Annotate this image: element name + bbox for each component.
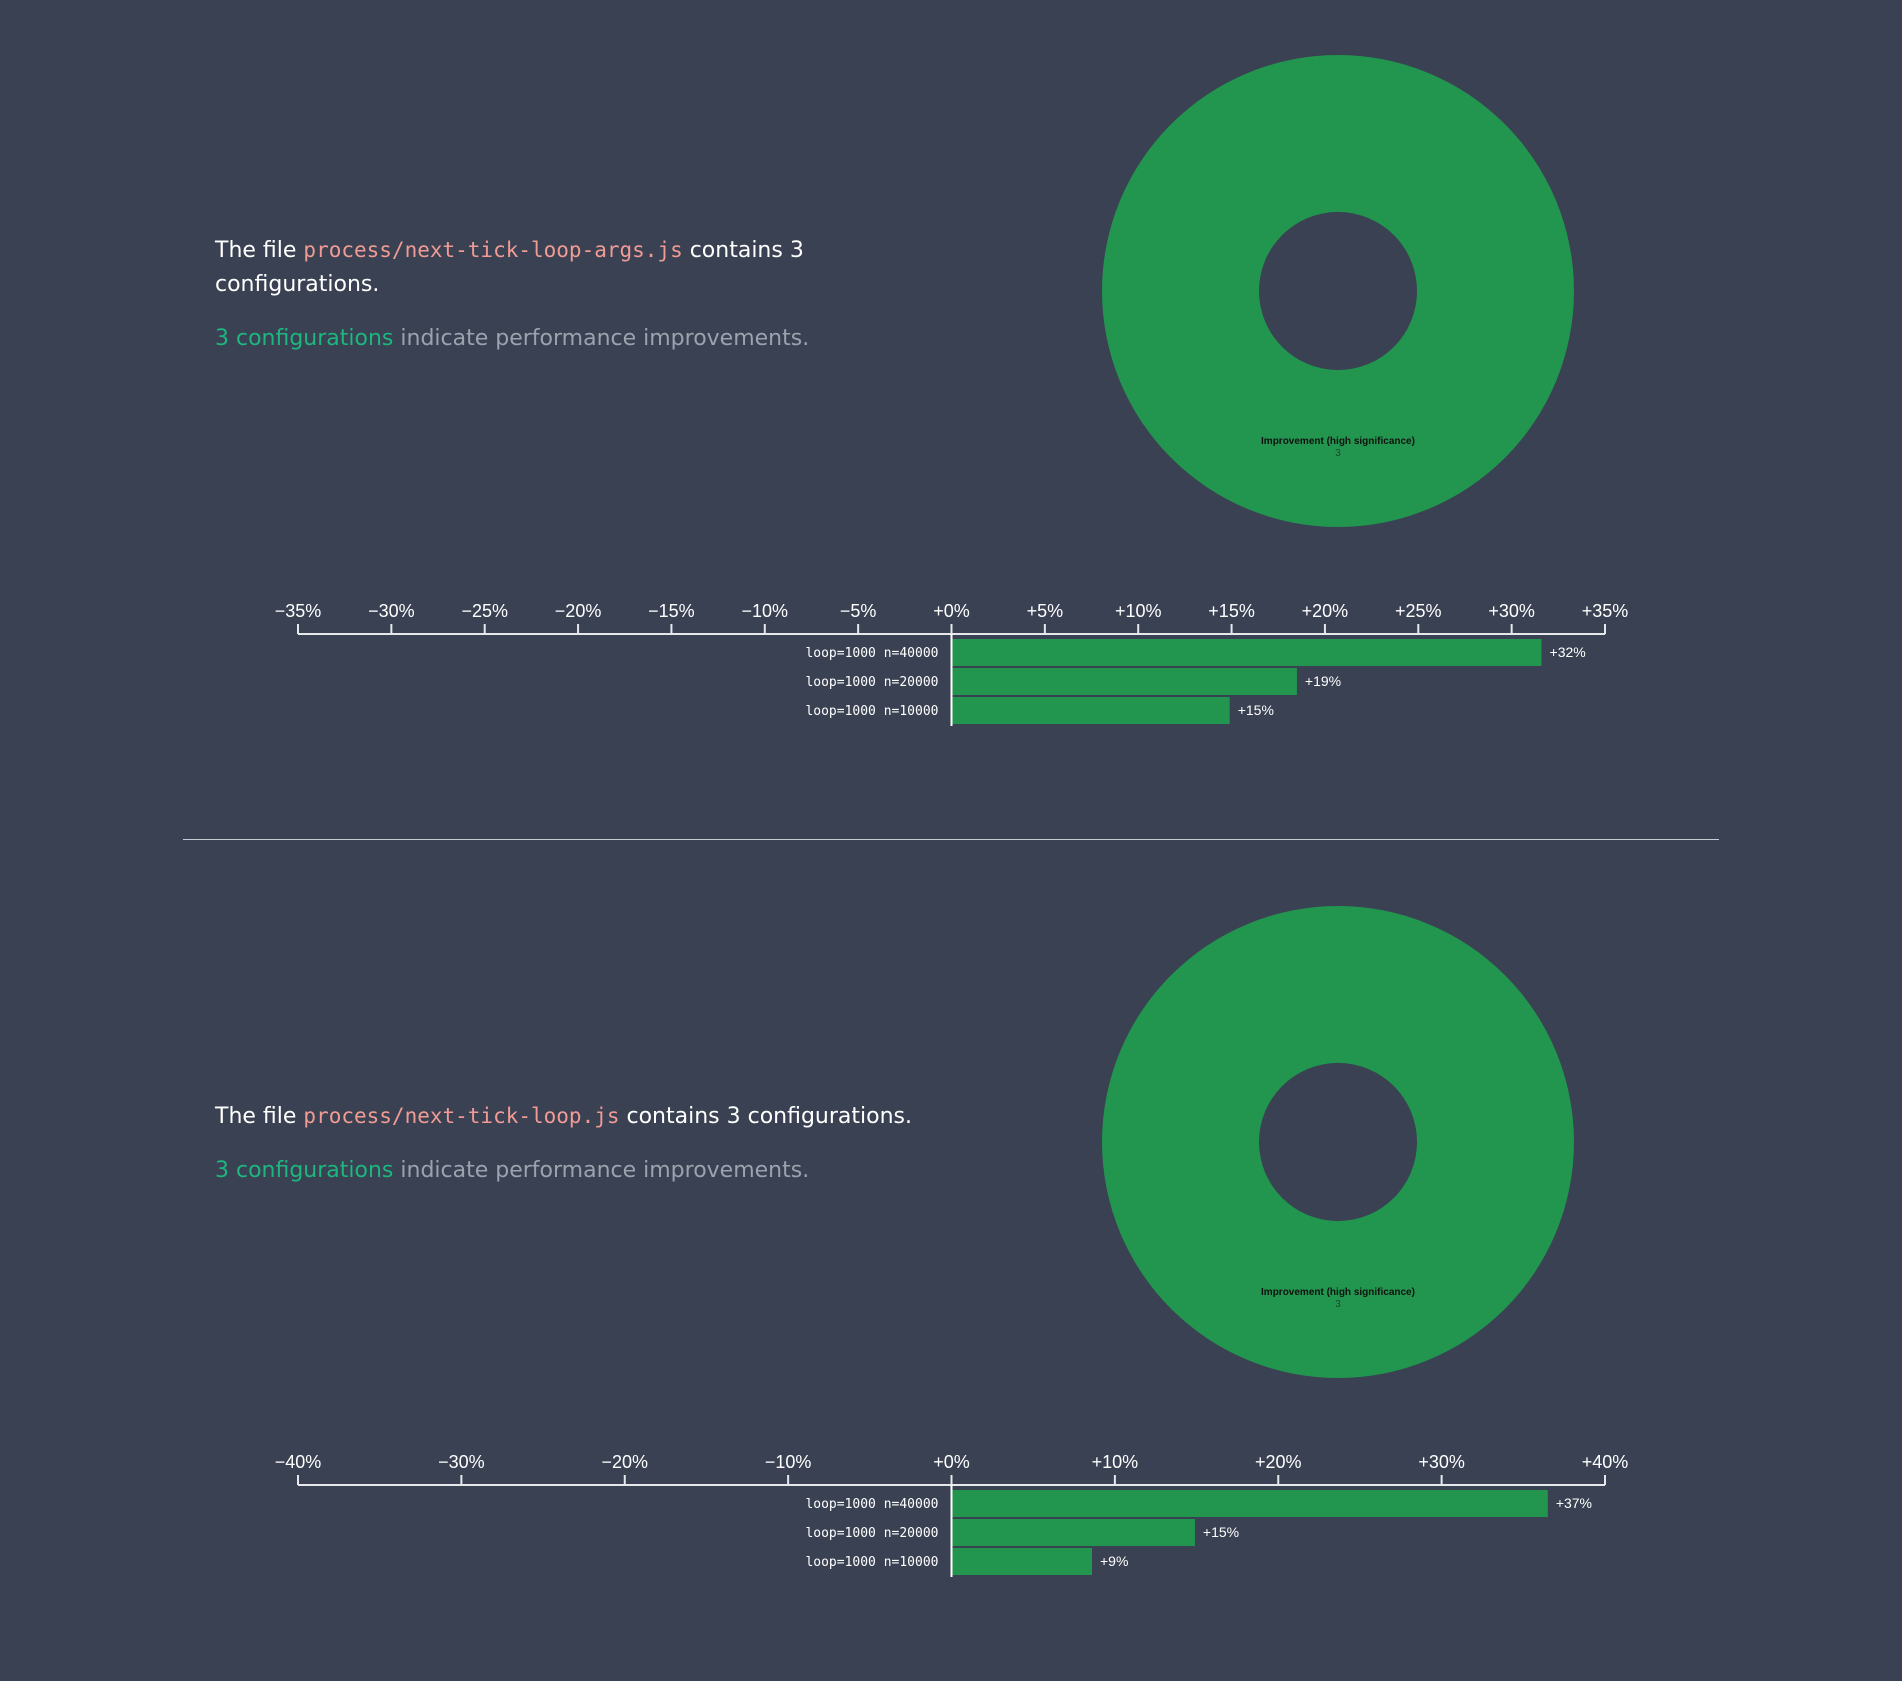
bar-data-label: +32% [1550,644,1586,660]
file-section-1: The file process/next-tick-loop-args.js … [0,0,1902,830]
bar [951,668,1297,695]
filename: process/next-tick-loop-args.js [303,238,683,262]
summary-line: The file process/next-tick-loop.js conta… [215,1099,1015,1134]
x-tick-label: +0% [933,601,970,621]
bar-category-label: loop=1000 n=10000 [805,704,938,719]
x-tick-label: +5% [1027,601,1064,621]
x-tick-label: −40% [275,1452,322,1472]
x-tick-label: +0% [933,1452,970,1472]
file-section-2: The file process/next-tick-loop.js conta… [0,851,1902,1681]
summary-line: The file process/next-tick-loop-args.js … [215,233,855,302]
x-tick-label: −10% [742,601,789,621]
x-tick-label: +30% [1418,1452,1465,1472]
file-description: The file process/next-tick-loop.js conta… [215,1099,1015,1208]
bar-category-label: loop=1000 n=40000 [805,1497,938,1512]
x-tick-label: −5% [840,601,877,621]
bar-data-label: +37% [1556,1495,1592,1511]
x-tick-label: +40% [1582,1452,1629,1472]
x-tick-label: +10% [1115,601,1162,621]
x-tick-label: +20% [1255,1452,1302,1472]
x-tick-label: −20% [555,601,602,621]
filename: process/next-tick-loop.js [303,1104,620,1128]
donut-slice [1102,55,1574,527]
bar-data-label: +15% [1203,1524,1239,1540]
slice-value: 3 [1335,1299,1341,1310]
charts: Improvement (high significance)3 −40% −30%… [275,906,1629,1577]
improvement-line: 3 configurations indicate performance im… [215,1154,1015,1188]
bar-category-label: loop=1000 n=20000 [805,675,938,690]
x-tick-label: +15% [1208,601,1255,621]
bar [951,1548,1093,1575]
section-divider [183,839,1719,840]
bar-category-label: loop=1000 n=10000 [805,1555,938,1570]
improvement-line: 3 configurations indicate performance im… [215,322,855,356]
x-tick-label: −30% [438,1452,485,1472]
improvement-count: 3 configurations [215,326,394,351]
slice-value: 3 [1335,448,1341,459]
x-tick-label: −20% [601,1452,648,1472]
x-tick-label: −10% [765,1452,812,1472]
text: The file [215,1104,304,1129]
bar [951,1490,1548,1517]
charts: Improvement (high significance)3 −35% −30%… [275,55,1629,726]
bar-category-label: loop=1000 n=40000 [805,646,938,661]
bar-data-label: +19% [1305,673,1341,689]
text: indicate performance improvements. [393,1158,810,1183]
file-description: The file process/next-tick-loop-args.js … [215,233,855,376]
improvement-count: 3 configurations [215,1158,394,1183]
x-tick-label: +25% [1395,601,1442,621]
bar-data-label: +9% [1100,1553,1128,1569]
slice-label: Improvement (high significance) [1261,436,1415,447]
text: contains 3 configurations. [619,1104,912,1129]
bar [951,1519,1195,1546]
text: indicate performance improvements. [393,326,810,351]
text: contains 3 configurations. [215,238,804,297]
bar [951,639,1542,666]
x-tick-label: −35% [275,601,322,621]
x-tick-label: −15% [648,601,695,621]
x-tick-label: −30% [368,601,415,621]
bar [951,697,1230,724]
x-tick-label: +10% [1092,1452,1139,1472]
x-tick-label: +30% [1488,601,1535,621]
bar-data-label: +15% [1238,702,1274,718]
x-tick-label: +20% [1302,601,1349,621]
text: The file [215,238,304,263]
x-tick-label: −25% [461,601,508,621]
x-tick-label: +35% [1582,601,1629,621]
slice-label: Improvement (high significance) [1261,1287,1415,1298]
donut-slice [1102,906,1574,1378]
bar-category-label: loop=1000 n=20000 [805,1526,938,1541]
